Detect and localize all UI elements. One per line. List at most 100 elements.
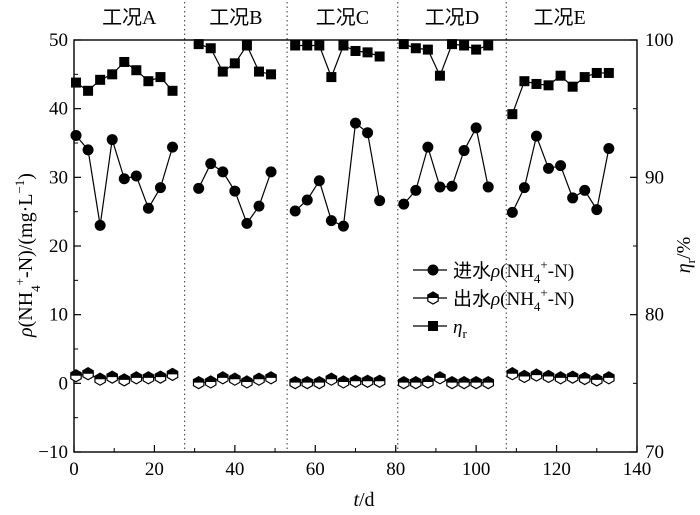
series-1-point-3-7-fill — [483, 376, 494, 383]
series-2-point-2-0 — [290, 40, 301, 51]
series-0-point-3-6 — [470, 122, 482, 134]
series-0-point-2-5 — [350, 117, 361, 129]
series-1-point-0-0-fill — [70, 369, 82, 376]
series-2-point-1-3 — [229, 58, 240, 69]
phase-label-2: 工况C — [316, 7, 369, 29]
x-tick-label-4: 80 — [386, 459, 405, 480]
series-2-point-2-4 — [338, 40, 349, 51]
series-1-point-2-2 — [313, 375, 326, 390]
series-0-line-2 — [294, 121, 381, 227]
series-0-point-4-8 — [603, 142, 615, 154]
x-tick-label-2: 40 — [225, 459, 244, 480]
series-1-point-4-8 — [603, 371, 615, 385]
series-2-point-0-6 — [143, 76, 154, 87]
series-1-point-2-0-fill — [289, 376, 301, 383]
series-1-point-2-5 — [349, 374, 362, 388]
series-1-point-3-0 — [397, 375, 410, 390]
legend-label-0: 进水ρ(NH4+-N) — [453, 257, 574, 286]
series-1-point-0-0 — [70, 369, 82, 383]
y-left-tick-label-2: 10 — [49, 305, 68, 326]
series-0-point-3-4 — [446, 180, 458, 192]
series-0-point-0-7 — [154, 182, 166, 194]
plot-frame — [73, 39, 638, 453]
series-2-point-1-5 — [253, 66, 264, 77]
series-0-point-4-5 — [567, 192, 579, 204]
phase-label-3: 工况D — [425, 7, 479, 29]
y-axis-left-title: ρ(NH4+-N)/(mg·L−1) — [12, 173, 43, 338]
series-1-point-1-2 — [216, 371, 229, 385]
series-1-point-4-5 — [566, 370, 579, 384]
series-1-point-1-0-fill — [193, 376, 204, 383]
x-tick-label-5: 100 — [462, 459, 491, 480]
series-1-point-3-1-fill — [410, 376, 422, 383]
series-1-point-4-3-fill — [543, 370, 554, 377]
series-0-point-2-7 — [374, 195, 386, 207]
series-2-point-3-1 — [410, 43, 421, 54]
series-1-point-1-5 — [253, 372, 265, 386]
series-2-point-4-8 — [603, 67, 614, 78]
series-0-point-0-6 — [142, 202, 154, 214]
series-0-point-2-3 — [325, 215, 337, 227]
series-1-point-0-6-fill — [143, 371, 154, 378]
series-0-point-4-4 — [555, 160, 567, 172]
series-1-point-0-7 — [154, 370, 167, 384]
series-0-point-2-2 — [313, 175, 325, 187]
series-2-point-3-3 — [434, 70, 445, 81]
series-1-point-2-5-fill — [350, 375, 361, 382]
series-2 — [71, 39, 614, 120]
series-0-point-3-7 — [482, 181, 494, 193]
series-1-point-3-7 — [482, 375, 495, 390]
series-1-point-1-1 — [204, 375, 217, 389]
series-1-point-3-0-fill — [398, 376, 409, 383]
series-1-point-3-2 — [422, 375, 434, 389]
legend-marker-2 — [428, 321, 438, 331]
series-1-point-1-1-fill — [205, 375, 216, 382]
series-0-point-3-0 — [398, 198, 410, 210]
series-2-point-2-7 — [374, 51, 385, 62]
x-tick-label-3: 60 — [306, 459, 325, 480]
series-0-point-1-6 — [265, 166, 277, 178]
series-1-point-4-4 — [554, 371, 567, 385]
series-1-point-4-1-fill — [519, 370, 530, 377]
series-0-point-2-4 — [337, 220, 349, 232]
series-1-point-4-6-fill — [579, 372, 590, 379]
y-left-tick-label-4: 30 — [49, 167, 68, 188]
series-1-point-4-5-fill — [567, 371, 578, 378]
y-right-tick-label-2: 90 — [645, 167, 664, 188]
y-left-tick-label-3: 20 — [49, 236, 68, 257]
series-2-point-4-7 — [591, 67, 602, 78]
series-1-point-0-3 — [106, 370, 118, 384]
legend-marker-1 — [427, 291, 439, 305]
series-1-point-1-6 — [265, 371, 277, 385]
series-0-point-4-0 — [506, 206, 518, 218]
phase-label-1: 工况B — [209, 7, 262, 29]
series-1-point-1-4 — [241, 375, 253, 389]
series-0-point-3-1 — [410, 184, 422, 196]
series-1-point-0-7-fill — [155, 371, 166, 378]
y-left-tick-label-1: 0 — [59, 373, 69, 394]
series-1-point-3-1 — [410, 375, 422, 390]
series-1-point-2-6 — [361, 374, 374, 388]
series-2-point-1-2 — [217, 66, 228, 77]
series-1-point-4-0 — [506, 367, 519, 381]
series-1-point-4-3 — [542, 369, 555, 384]
legend-label-1: 出水ρ(NH4+-N) — [453, 285, 574, 314]
series-1-point-3-4-fill — [446, 376, 458, 383]
series-1-point-0-3-fill — [107, 371, 118, 378]
phase-label-0: 工况A — [102, 7, 157, 29]
series-1-point-0-4-fill — [119, 373, 130, 380]
legend: 进水ρ(NH4+-N)出水ρ(NH4+-N) ηr — [413, 257, 574, 341]
series-2-point-4-2 — [531, 78, 542, 89]
series-1-point-3-5 — [458, 375, 470, 390]
series-0-point-2-1 — [301, 194, 313, 206]
y-left-tick-label-5: 40 — [49, 99, 68, 120]
series-1-point-2-0 — [289, 375, 301, 390]
series-2-point-1-4 — [241, 40, 252, 51]
series-0-point-4-7 — [591, 204, 603, 216]
series-1-point-1-4-fill — [241, 375, 253, 382]
series-2-point-2-6 — [362, 47, 373, 58]
series-0-point-1-3 — [229, 185, 241, 197]
series-2-point-4-1 — [519, 76, 530, 87]
series-1-point-2-7-fill — [374, 375, 385, 382]
series-1-point-2-7 — [373, 374, 386, 388]
